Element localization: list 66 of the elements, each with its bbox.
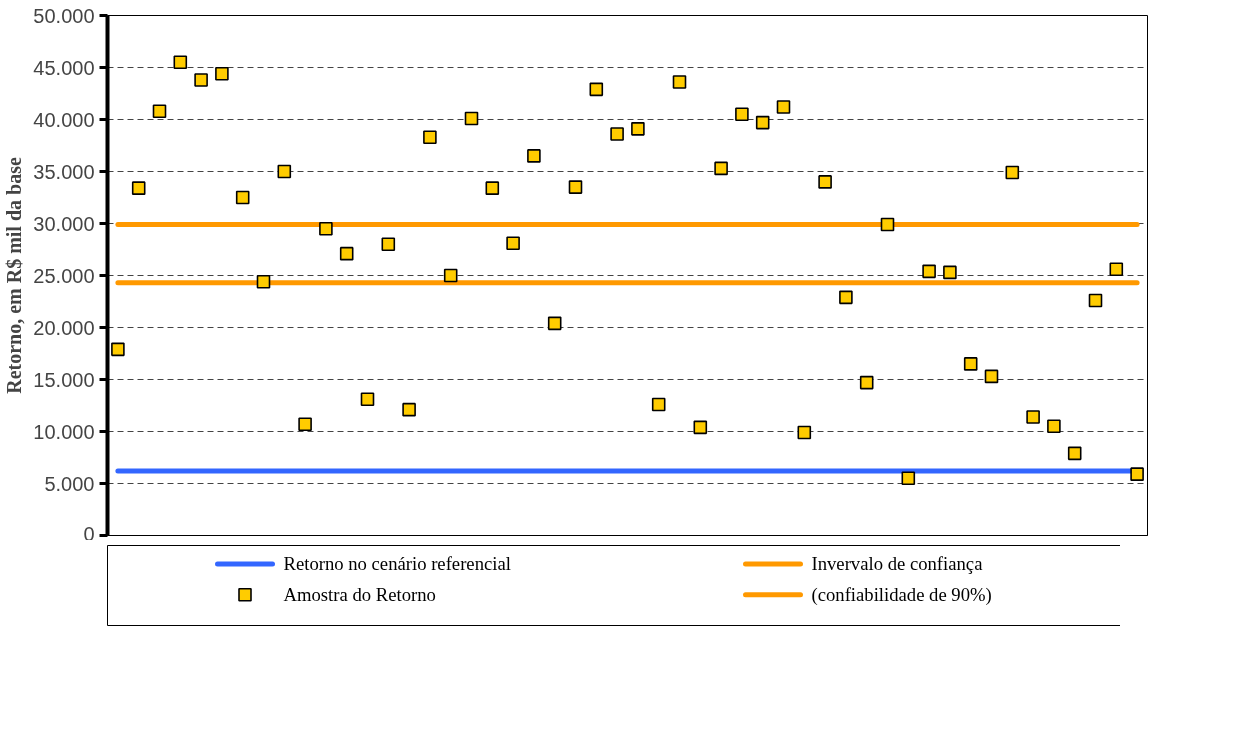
y-tick-label: 0 [83, 522, 95, 545]
point [152, 104, 167, 118]
point [984, 369, 999, 384]
point [1047, 419, 1061, 434]
point [360, 392, 375, 407]
point [1088, 293, 1103, 308]
point [111, 342, 125, 357]
point [547, 316, 562, 331]
y-tick-label: 50.000 [33, 4, 95, 27]
point [443, 268, 458, 283]
y-tick-label: 5.000 [44, 472, 95, 495]
y-tick-label: 10.000 [33, 420, 95, 443]
point [797, 425, 812, 440]
point [194, 73, 208, 87]
y-tick-label: 35.000 [33, 160, 95, 183]
point [631, 122, 645, 136]
point [714, 161, 728, 176]
point [610, 127, 624, 141]
point [672, 75, 687, 89]
point [423, 130, 437, 144]
point [235, 190, 250, 205]
point [943, 265, 957, 280]
point [173, 55, 188, 70]
y-tick-label: 25.000 [33, 264, 95, 287]
point [818, 175, 832, 189]
legend-label: Amostra do Retorno [283, 584, 436, 606]
point [215, 66, 229, 81]
point [839, 290, 853, 305]
point [527, 149, 541, 163]
point [963, 357, 978, 371]
point [568, 180, 583, 194]
point [298, 417, 312, 432]
y-tick-label: 20.000 [33, 316, 95, 339]
point [485, 181, 500, 195]
point [1130, 467, 1144, 481]
point [402, 402, 416, 417]
point [755, 115, 770, 130]
point [589, 82, 604, 97]
legend-label: (confiabilidade de 90%) [811, 584, 992, 607]
legend-label: Retorno no cenário referencial [283, 553, 511, 575]
point [1067, 446, 1082, 461]
point [922, 264, 936, 279]
point [464, 111, 479, 126]
point [381, 237, 396, 252]
point [277, 164, 292, 179]
y-axis-title: Retorno, em R$ mil da base [3, 157, 26, 394]
point [1109, 262, 1124, 277]
point [1005, 165, 1020, 180]
point [880, 217, 895, 232]
point [859, 375, 874, 390]
point [735, 107, 749, 122]
y-tick-label: 40.000 [33, 108, 95, 131]
point [339, 246, 354, 261]
point [506, 236, 520, 251]
point [901, 471, 916, 486]
point [693, 420, 708, 435]
y-tick-label: 15.000 [33, 368, 95, 391]
point [131, 181, 146, 195]
point [776, 100, 791, 114]
legend-label: Invervalo de confiança [811, 553, 984, 575]
y-tick-label: 45.000 [33, 56, 95, 79]
point [1026, 410, 1040, 424]
y-tick-label: 30.000 [33, 212, 95, 235]
point [256, 274, 271, 289]
point [651, 397, 666, 412]
point [319, 221, 333, 236]
